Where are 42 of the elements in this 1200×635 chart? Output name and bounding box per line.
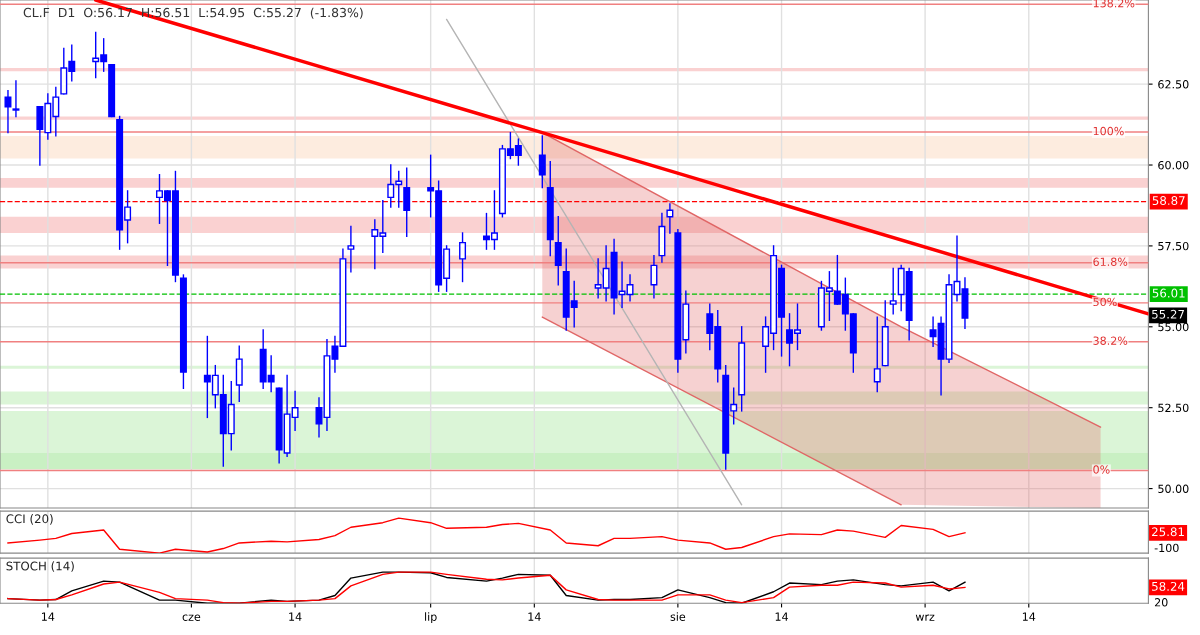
- annotation: 38.2%: [1093, 336, 1128, 345]
- candlestick: [889, 267, 897, 315]
- x-tick-label: lip: [425, 612, 437, 624]
- chart-title: STOCH (14): [6, 561, 74, 572]
- text: -100: [1154, 543, 1179, 553]
- candlestick: [554, 216, 562, 286]
- text: 25.81: [1152, 527, 1184, 537]
- y-tick-label: 57.50: [1158, 241, 1189, 251]
- x-tick-label: 14: [528, 612, 541, 621]
- annotation: 61.8%: [1093, 257, 1128, 266]
- candlestick: [347, 225, 355, 273]
- x-tick-label: 14: [1022, 612, 1036, 621]
- text: 20: [1154, 598, 1168, 607]
- annotation: 0%: [1093, 465, 1110, 474]
- candlestick: [650, 254, 658, 299]
- y-tick-label: 62.50: [1158, 80, 1189, 89]
- text: 55.27: [1152, 309, 1184, 319]
- x-tick-label: wrz: [915, 614, 935, 621]
- annotation: 100%: [1093, 126, 1124, 136]
- ref-line-label: 56.01: [1152, 288, 1185, 298]
- annotation: 138.2%: [1093, 0, 1135, 8]
- chart-title: CCI (20): [6, 514, 53, 525]
- ref-line-label: 58.87: [1152, 196, 1185, 206]
- candlestick: [403, 167, 411, 237]
- candlestick: [12, 80, 20, 118]
- x-tick-label: cze: [182, 614, 201, 621]
- x-tick-label: sie: [670, 612, 686, 621]
- candlestick: [666, 203, 674, 234]
- y-tick-label: 55.00: [1158, 322, 1189, 332]
- text: 58.24: [1152, 581, 1185, 591]
- candlestick: [873, 316, 881, 393]
- candlestick: [4, 89, 12, 134]
- y-tick-label: 50.00: [1158, 484, 1189, 493]
- text: CL.F D1 O:56.17 H:56.51 L:54.95 C:55.27 (-1.83%): [23, 7, 363, 19]
- y-tick-label: 60.00: [1158, 160, 1189, 170]
- x-tick-label: 14: [289, 612, 302, 621]
- x-tick-label: 14: [42, 612, 55, 621]
- y-tick-label: 52.50: [1158, 403, 1189, 413]
- x-tick-label: 14: [775, 612, 788, 621]
- candlestick: [538, 135, 546, 189]
- annotation: 50%: [1093, 297, 1117, 307]
- candlestick: [459, 232, 467, 283]
